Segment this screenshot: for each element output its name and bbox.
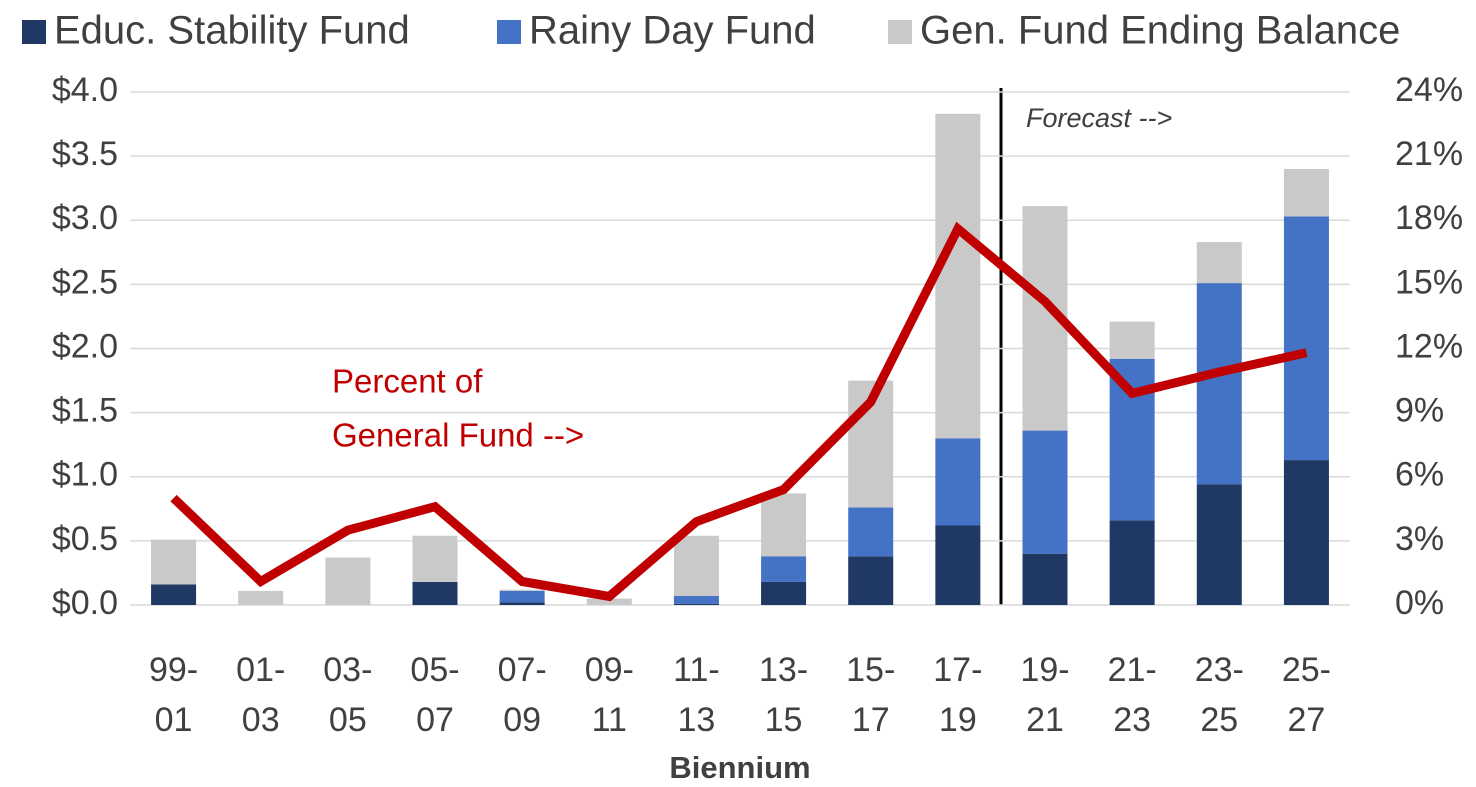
bar-segment — [1022, 553, 1068, 605]
bar-segment — [848, 556, 894, 605]
y-tick-label: $3.0 — [52, 199, 118, 237]
x-tick-label: 11- 13 — [673, 651, 720, 739]
x-tick-label: 01- 03 — [236, 651, 286, 739]
bar-segment — [761, 493, 807, 557]
legend-label: Educ. Stability Fund — [54, 9, 410, 53]
line-label: General Fund --> — [332, 417, 584, 454]
x-tick-label: 09- 11 — [584, 651, 634, 739]
bar-segment — [151, 539, 197, 585]
y-tick-label: $2.5 — [52, 263, 118, 301]
y-tick-label: $3.5 — [52, 135, 118, 173]
y2-tick-label: 6% — [1395, 456, 1444, 494]
bar-segment — [238, 590, 284, 605]
x-tick-label: 13- 15 — [758, 651, 809, 739]
y2-tick-label: 24% — [1395, 71, 1463, 109]
x-tick-label: 21- 23 — [1107, 651, 1157, 739]
y-tick-label: $0.5 — [52, 520, 118, 558]
y-tick-label: $1.0 — [52, 456, 118, 494]
bar-segment — [412, 535, 458, 582]
x-tick-label: 05- 07 — [410, 651, 460, 739]
x-tick-label: 03- 05 — [323, 651, 373, 739]
legend-label: Gen. Fund Ending Balance — [920, 9, 1400, 53]
x-tick-label: 07- 09 — [497, 651, 547, 739]
line-label: Percent of — [332, 363, 483, 400]
bar-segment — [935, 113, 981, 439]
bar-segment — [1022, 430, 1068, 554]
x-tick-label: 17- 19 — [933, 651, 983, 739]
legend-label: Rainy Day Fund — [529, 9, 816, 53]
y2-tick-label: 18% — [1395, 199, 1463, 237]
bar-segment — [586, 598, 632, 605]
y2-tick-label: 15% — [1395, 263, 1463, 301]
bar-segment — [673, 596, 719, 604]
x-tick-label: 19- 21 — [1020, 651, 1070, 739]
x-tick-label: 23- 25 — [1194, 651, 1244, 739]
y2-tick-label: 9% — [1395, 392, 1444, 430]
bar-segment — [1196, 242, 1242, 284]
bar-segment — [673, 603, 719, 605]
bar-segment — [325, 557, 371, 605]
bar-segment — [1196, 283, 1242, 485]
x-tick-label: 25- 27 — [1281, 651, 1331, 739]
y-tick-label: $0.0 — [52, 584, 118, 622]
bar-segment — [761, 556, 807, 582]
bar-segment — [499, 589, 545, 591]
y-tick-label: $1.5 — [52, 392, 118, 430]
y-tick-label: $4.0 — [52, 71, 118, 109]
bar-segment — [761, 581, 807, 605]
bar-segment — [673, 535, 719, 597]
line-series — [170, 221, 1308, 602]
x-tick-label: 15- 17 — [846, 651, 896, 739]
y2-tick-label: 12% — [1395, 327, 1463, 365]
bar-segment — [1109, 520, 1155, 605]
legend-swatch — [497, 20, 521, 44]
x-axis-label: Biennium — [669, 750, 810, 785]
bar-segment — [1283, 216, 1329, 461]
bar-segment — [412, 581, 458, 605]
bar-segment — [1196, 484, 1242, 605]
y2-tick-label: 0% — [1395, 584, 1444, 622]
legend-swatch — [888, 20, 912, 44]
bar-segment — [499, 602, 545, 605]
bar-segment — [499, 590, 545, 603]
bar-segment — [935, 438, 981, 526]
legend-swatch — [22, 20, 46, 44]
annotation: Forecast --> — [1026, 103, 1172, 133]
bar-segment — [1109, 321, 1155, 359]
bar-segment — [1283, 168, 1329, 217]
bar-segment — [935, 525, 981, 605]
y2-tick-label: 3% — [1395, 520, 1444, 558]
y-tick-label: $2.0 — [52, 327, 118, 365]
bar-segment — [151, 584, 197, 605]
bar-segment — [848, 507, 894, 557]
bar-segment — [1283, 460, 1329, 605]
x-tick-label: 99- 01 — [148, 651, 199, 739]
y2-tick-label: 21% — [1395, 135, 1463, 173]
